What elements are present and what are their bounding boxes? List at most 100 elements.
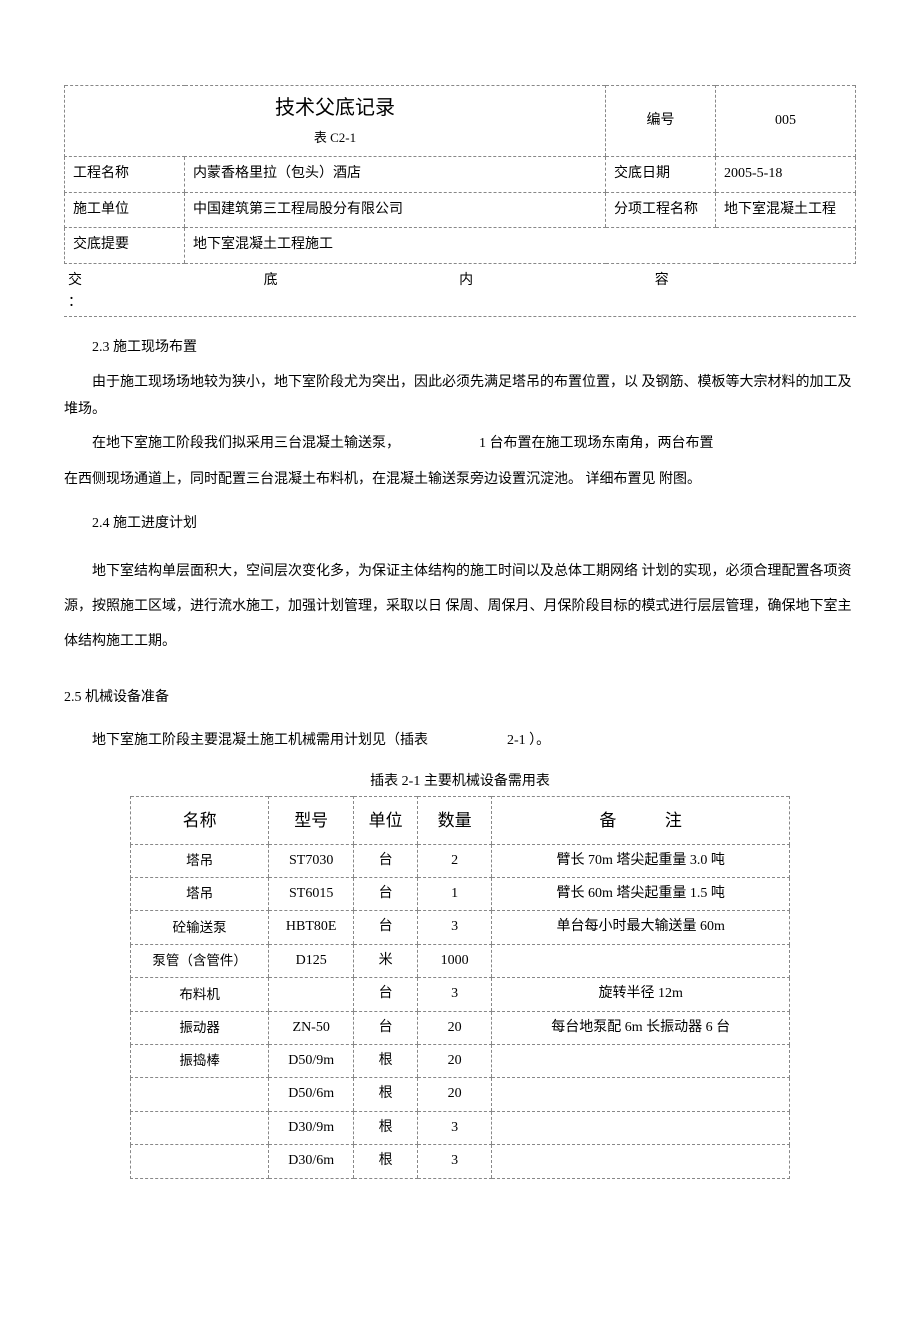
eq-cell-name: 泵管（含管件）: [131, 944, 269, 977]
eq-cell-qty: 3: [417, 1111, 491, 1144]
row-value-2: 2005-5-18: [716, 157, 856, 192]
eq-table-row: D50/6m根20: [131, 1078, 790, 1111]
eq-cell-name: 布料机: [131, 978, 269, 1011]
eq-cell-note: [492, 1078, 790, 1111]
eq-cell-note: 臂长 60m 塔尖起重量 1.5 吨: [492, 878, 790, 911]
eq-cell-qty: 3: [417, 1145, 491, 1178]
eq-table-row: 塔吊ST7030台2臂长 70m 塔尖起重量 3.0 吨: [131, 844, 790, 877]
eq-cell-qty: 1: [417, 878, 491, 911]
eq-cell-unit: 米: [354, 944, 418, 977]
page: 技术父底记录 表 C2-1 编号 005 工程名称 内蒙香格里拉（包头）酒店 交…: [64, 85, 856, 1179]
eq-table-row: 泵管（含管件）D125米1000: [131, 944, 790, 977]
row-value: 中国建筑第三工程局股分有限公司: [185, 192, 606, 227]
eq-cell-unit: 台: [354, 844, 418, 877]
eq-cell-name: 塔吊: [131, 844, 269, 877]
eq-cell-unit: 台: [354, 978, 418, 1011]
spaced-char: 内: [459, 270, 651, 292]
eq-cell-qty: 20: [417, 1045, 491, 1078]
row-value: 内蒙香格里拉（包头）酒店: [185, 157, 606, 192]
eq-cell-name: 振捣棒: [131, 1045, 269, 1078]
eq-cell-note: 单台每小时最大输送量 60m: [492, 911, 790, 944]
row-label-2: 交底日期: [606, 157, 716, 192]
paragraph: 地下室结构单层面积大，空间层次变化多，为保证主体结构的施工时间以及总体工期网络 …: [64, 554, 856, 659]
spaced-char: 交: [68, 270, 260, 292]
eq-cell-unit: 根: [354, 1045, 418, 1078]
eq-table-row: D30/6m根3: [131, 1145, 790, 1178]
section-heading: 2.3 施工现场布置: [64, 335, 856, 362]
summary-label: 交底提要: [65, 228, 185, 263]
row-label: 施工单位: [65, 192, 185, 227]
eq-cell-unit: 台: [354, 878, 418, 911]
eq-table-row: D30/9m根3: [131, 1111, 790, 1144]
spaced-char: 底: [264, 270, 456, 292]
eq-cell-model: D125: [269, 944, 354, 977]
section-heading: 2.5 机械设备准备: [64, 687, 856, 709]
eq-cell-name: 砼输送泵: [131, 911, 269, 944]
eq-cell-name: 塔吊: [131, 878, 269, 911]
para-span: 在地下室施工阶段我们拟采用三台混凝土输送泵，: [92, 436, 400, 451]
eq-header-qty: 数量: [417, 796, 491, 844]
row-label: 工程名称: [65, 157, 185, 192]
eq-cell-model: HBT80E: [269, 911, 354, 944]
row-label-2: 分项工程名称: [606, 192, 716, 227]
eq-cell-model: D30/6m: [269, 1145, 354, 1178]
eq-table-row: 振动器ZN-50台20每台地泵配 6m 长振动器 6 台: [131, 1011, 790, 1044]
eq-cell-name: 振动器: [131, 1011, 269, 1044]
eq-cell-unit: 台: [354, 911, 418, 944]
eq-table-row: 砼输送泵HBT80E台3单台每小时最大输送量 60m: [131, 911, 790, 944]
paragraph: 地下室施工阶段主要混凝土施工机械需用计划见（插表 2-1 ）。: [64, 727, 856, 755]
eq-cell-unit: 台: [354, 1011, 418, 1044]
eq-cell-note: 每台地泵配 6m 长振动器 6 台: [492, 1011, 790, 1044]
header-table: 技术父底记录 表 C2-1 编号 005 工程名称 内蒙香格里拉（包头）酒店 交…: [64, 85, 856, 264]
eq-tbody: 塔吊ST7030台2臂长 70m 塔尖起重量 3.0 吨塔吊ST6015台1臂长…: [131, 844, 790, 1178]
eq-cell-model: D30/9m: [269, 1111, 354, 1144]
section-heading: 2.4 施工进度计划: [64, 510, 856, 538]
equipment-table: 名称 型号 单位 数量 备 注 塔吊ST7030台2臂长 70m 塔尖起重量 3…: [130, 796, 790, 1179]
spaced-char: 容: [655, 270, 843, 292]
eq-cell-model: D50/6m: [269, 1078, 354, 1111]
eq-cell-unit: 根: [354, 1111, 418, 1144]
eq-table-row: 塔吊ST6015台1臂长 60m 塔尖起重量 1.5 吨: [131, 878, 790, 911]
eq-table-row: 布料机 台3旋转半径 12m: [131, 978, 790, 1011]
eq-cell-qty: 20: [417, 1078, 491, 1111]
number-value: 005: [716, 86, 856, 157]
paragraph: 在地下室施工阶段我们拟采用三台混凝土输送泵， 1 台布置在施工现场东南角，两台布…: [64, 431, 856, 458]
body-text: 2.3 施工现场布置 由于施工现场场地较为狭小，地下室阶段尤为突出，因此必须先满…: [64, 335, 856, 1178]
eq-cell-unit: 根: [354, 1145, 418, 1178]
eq-cell-model: ST7030: [269, 844, 354, 877]
eq-header-name: 名称: [131, 796, 269, 844]
eq-cell-model: D50/9m: [269, 1045, 354, 1078]
eq-cell-name: [131, 1078, 269, 1111]
paragraph: 由于施工现场场地较为狭小，地下室阶段尤为突出，因此必须先满足塔吊的布置位置，以 …: [64, 370, 856, 423]
eq-cell-qty: 2: [417, 844, 491, 877]
eq-cell-note: 旋转半径 12m: [492, 978, 790, 1011]
eq-cell-qty: 20: [417, 1011, 491, 1044]
paragraph: 在西侧现场通道上，同时配置三台混凝土布料机，在混凝土输送泵旁边设置沉淀池。 详细…: [64, 466, 856, 494]
doc-title: 技术父底记录: [73, 92, 597, 124]
eq-cell-qty: 3: [417, 978, 491, 1011]
eq-cell-note: 臂长 70m 塔尖起重量 3.0 吨: [492, 844, 790, 877]
eq-header-note: 备 注: [492, 796, 790, 844]
eq-cell-note: [492, 1111, 790, 1144]
doc-subtitle: 表 C2-1: [314, 130, 356, 145]
row-value-2: 地下室混凝土工程: [716, 192, 856, 227]
note-char-2: 注: [665, 811, 682, 830]
para-span: 1 台布置在施工现场东南角，两台布置: [479, 436, 714, 451]
eq-cell-qty: 1000: [417, 944, 491, 977]
eq-cell-model: [269, 978, 354, 1011]
eq-header-unit: 单位: [354, 796, 418, 844]
summary-value: 地下室混凝土工程施工: [185, 228, 856, 263]
content-header-line: 交 底 内 容 ：: [64, 270, 856, 318]
eq-cell-name: [131, 1111, 269, 1144]
eq-cell-note: [492, 944, 790, 977]
eq-cell-model: ST6015: [269, 878, 354, 911]
para-span: 地下室施工阶段主要混凝土施工机械需用计划见（插表: [92, 733, 428, 748]
eq-cell-name: [131, 1145, 269, 1178]
title-cell: 技术父底记录 表 C2-1: [65, 86, 606, 157]
para-span: 2-1 ）。: [507, 733, 550, 748]
eq-cell-qty: 3: [417, 911, 491, 944]
number-label: 编号: [606, 86, 716, 157]
eq-cell-note: [492, 1045, 790, 1078]
eq-table-caption: 插表 2-1 主要机械设备需用表: [64, 771, 856, 793]
eq-header-model: 型号: [269, 796, 354, 844]
